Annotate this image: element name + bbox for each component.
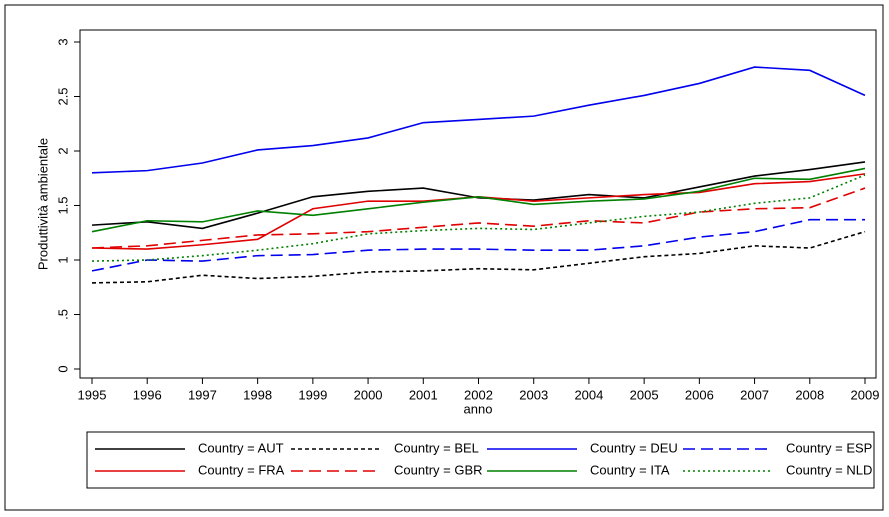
x-axis-label: anno — [464, 401, 493, 416]
legend-label: Country = ESP — [786, 440, 872, 455]
series-line — [91, 230, 866, 284]
x-tick-label: 2003 — [519, 387, 548, 402]
y-tick-label: 0 — [55, 365, 70, 372]
y-tick-label: 1.5 — [55, 196, 70, 214]
x-tick-label: 2007 — [740, 387, 769, 402]
x-tick-label: 2002 — [464, 387, 493, 402]
x-tick-label: 2008 — [795, 387, 824, 402]
x-tick-label: 2001 — [409, 387, 438, 402]
legend-label: Country = FRA — [198, 462, 285, 477]
x-tick-label: 1999 — [298, 387, 327, 402]
legend-label: Country = DEU — [590, 440, 678, 455]
y-tick-label: 3 — [55, 38, 70, 45]
y-tick-label: 2.5 — [55, 87, 70, 105]
x-tick-label: 1998 — [243, 387, 272, 402]
plot-frame — [79, 29, 877, 379]
x-tick-label: 2005 — [630, 387, 659, 402]
series-line — [91, 161, 866, 230]
x-tick-label: 2009 — [851, 387, 880, 402]
legend-label: Country = GBR — [394, 462, 483, 477]
legend-label: Country = NLD — [786, 462, 872, 477]
series-line — [91, 218, 865, 272]
x-tick-label: 1995 — [78, 387, 107, 402]
legend-box — [86, 431, 875, 489]
y-tick-label: 1 — [55, 256, 70, 263]
x-tick-label: 2000 — [354, 387, 383, 402]
x-tick-label: 2006 — [685, 387, 714, 402]
x-tick-label: 1997 — [188, 387, 217, 402]
y-tick-label: .5 — [55, 309, 70, 320]
series-line — [91, 187, 866, 249]
x-tick-label: 2004 — [574, 387, 603, 402]
x-tick-label: 1996 — [133, 387, 162, 402]
y-axis-label: Produttività ambientale — [35, 138, 50, 270]
y-tick-label: 2 — [55, 147, 70, 154]
legend-label: Country = AUT — [198, 440, 284, 455]
legend-label: Country = ITA — [590, 462, 670, 477]
series-line — [91, 167, 866, 233]
legend-label: Country = BEL — [394, 440, 479, 455]
series-line — [91, 66, 866, 174]
